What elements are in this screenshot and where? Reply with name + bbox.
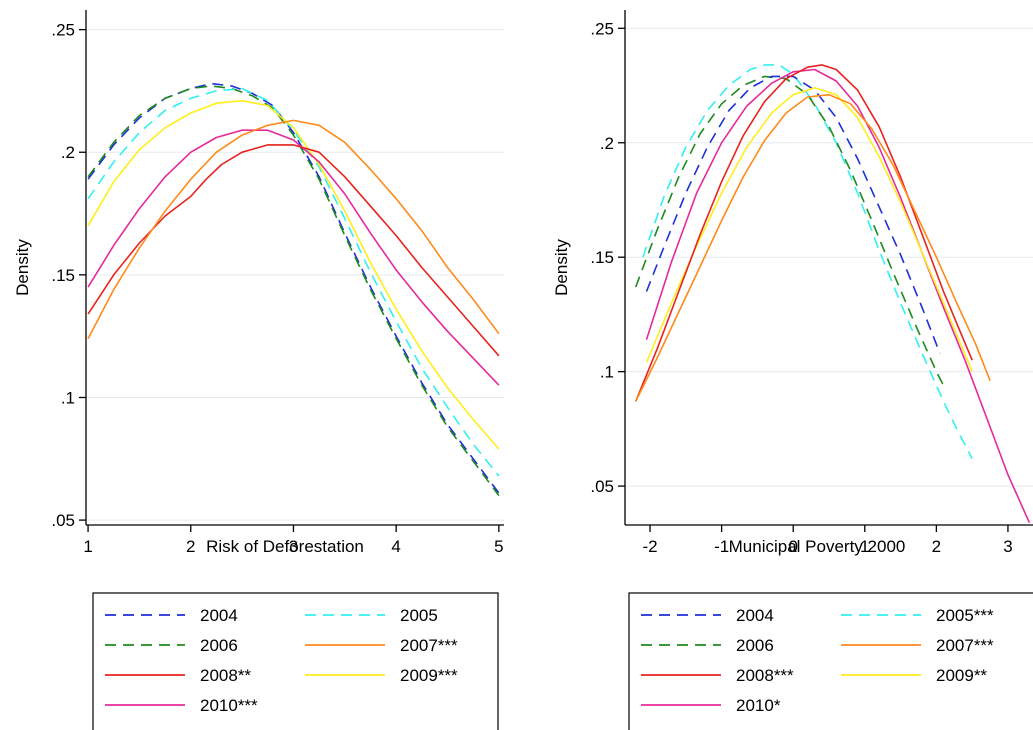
x-tick-label: 0: [788, 537, 797, 556]
x-tick-label: 1: [860, 537, 869, 556]
legend-label: 2009***: [400, 666, 458, 685]
x-tick-label: 3: [289, 537, 298, 556]
series-line-2009: [87, 99, 500, 450]
y-axis-title: Density: [13, 239, 32, 296]
y-tick-label: .05: [51, 511, 75, 530]
series-line-2007: [87, 119, 500, 339]
x-tick-label: 3: [1003, 537, 1012, 556]
series-line-2004: [645, 75, 941, 354]
series-line-2006: [634, 75, 945, 386]
y-tick-label: .2: [61, 143, 75, 162]
legend-label: 2008***: [736, 666, 794, 685]
x-tick-label: -1: [714, 537, 729, 556]
y-tick-label: .15: [590, 248, 614, 267]
x-axis-title: Municipal Poverty 2000: [729, 537, 906, 556]
series-line-2010: [645, 68, 1031, 524]
legend-label: 2007***: [400, 636, 458, 655]
legend-label: 2008**: [200, 666, 251, 685]
y-tick-label: .15: [51, 266, 75, 285]
legend-label: 2009**: [936, 666, 987, 685]
legend-label: 2010***: [200, 696, 258, 715]
legend-label: 2010*: [736, 696, 781, 715]
legend-label: 2005: [400, 606, 438, 625]
x-axis-title: Risk of Deforestation: [206, 537, 364, 556]
y-tick-label: .25: [590, 19, 614, 38]
legend-box: [628, 592, 1033, 730]
series-line-2008: [87, 144, 500, 357]
y-tick-label: .25: [51, 21, 75, 40]
legend-label: 2004: [736, 606, 774, 625]
x-tick-label: 2: [186, 537, 195, 556]
legend-label: 2005***: [936, 606, 994, 625]
series-line-2009: [645, 87, 973, 372]
x-tick-label: -2: [642, 537, 657, 556]
x-tick-label: 1: [83, 537, 92, 556]
right-panel-municipal-poverty: .05 .1 .15 .2 .25 -2 -1 0 1 2 3 Municipal Poverty 2…: [552, 10, 1033, 730]
legend-label: 2006: [200, 636, 238, 655]
x-tick-label: 2: [932, 537, 941, 556]
left-panel-risk-of-deforestation: .05 .1 .15 .2 .25 1 2 3 4 5 Risk of Deforestation D…: [13, 10, 504, 730]
y-tick-label: .2: [600, 134, 614, 153]
series-line-2005: [642, 64, 973, 459]
legend-label: 2007***: [936, 636, 994, 655]
x-tick-label: 5: [494, 537, 503, 556]
legend-label: 2004: [200, 606, 238, 625]
series-line-2007: [634, 93, 991, 402]
y-tick-label: .1: [61, 388, 75, 407]
y-tick-label: .05: [590, 477, 614, 496]
series-line-2010: [87, 129, 500, 386]
x-tick-label: 4: [391, 537, 400, 556]
legend-label: 2006: [736, 636, 774, 655]
y-axis-title: Density: [552, 239, 571, 296]
y-tick-label: .1: [600, 363, 614, 382]
series-line-2008: [634, 64, 973, 402]
